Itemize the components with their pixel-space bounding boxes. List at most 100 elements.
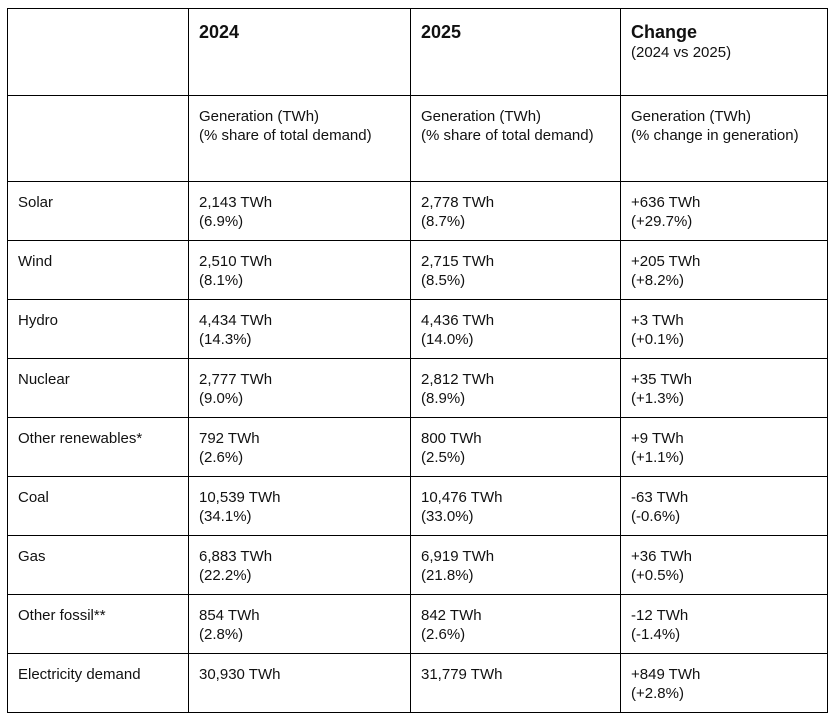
data-row: Other renewables* 792 TWh (2.6%) 800 TWh (2.… xyxy=(7,417,828,477)
row-label: Gas xyxy=(18,548,46,565)
value-cell: 6,883 TWh (22.2%) xyxy=(188,535,411,595)
row-label: Nuclear xyxy=(18,371,70,388)
value-cell: 2,715 TWh (8.5%) xyxy=(410,240,621,300)
value-cell: +849 TWh (+2.8%) xyxy=(620,653,828,713)
header-cell: Change (2024 vs 2025) xyxy=(620,8,828,96)
row-label: Other renewables* xyxy=(18,430,143,447)
subheader-text: Generation (TWh) xyxy=(631,108,752,125)
cell-text: (22.2%) xyxy=(199,567,252,584)
row-label-cell: Coal xyxy=(7,476,189,536)
cell-text: +35 TWh xyxy=(631,371,693,388)
value-cell: -12 TWh (-1.4%) xyxy=(620,594,828,654)
header-title: 2024 xyxy=(199,22,240,42)
value-cell: 854 TWh (2.8%) xyxy=(188,594,411,654)
cell-text: 4,434 TWh xyxy=(199,312,273,329)
cell-text: (9.0%) xyxy=(199,390,244,407)
data-row: Wind 2,510 TWh (8.1%) 2,715 TWh (8.5%) +205 T… xyxy=(7,240,828,300)
cell-text: +9 TWh xyxy=(631,430,684,447)
cell-text: (+1.3%) xyxy=(631,390,684,407)
cell-text: (8.7%) xyxy=(421,213,466,230)
cell-text: (+0.5%) xyxy=(631,567,684,584)
cell-text: (14.3%) xyxy=(199,331,252,348)
cell-text: 2,777 TWh xyxy=(199,371,273,388)
data-row: Electricity demand 30,930 TWh 31,779 TWh +8… xyxy=(7,653,828,713)
cell-text: 842 TWh xyxy=(421,607,482,624)
cell-text: (+8.2%) xyxy=(631,272,684,289)
value-cell: 800 TWh (2.5%) xyxy=(410,417,621,477)
data-row: Gas 6,883 TWh (22.2%) 6,919 TWh (21.8%) +36 T… xyxy=(7,535,828,595)
data-row: Nuclear 2,777 TWh (9.0%) 2,812 TWh (8.9%) +35… xyxy=(7,358,828,418)
value-cell: 30,930 TWh xyxy=(188,653,411,713)
cell-text: 30,930 TWh xyxy=(199,666,281,683)
header-cell: 2024 xyxy=(188,8,411,96)
value-cell: 4,434 TWh (14.3%) xyxy=(188,299,411,359)
row-label-cell: Other fossil** xyxy=(7,594,189,654)
subheader-text: (% change in generation) xyxy=(631,127,799,144)
value-cell: 2,510 TWh (8.1%) xyxy=(188,240,411,300)
value-cell: 10,476 TWh (33.0%) xyxy=(410,476,621,536)
row-label-cell: Nuclear xyxy=(7,358,189,418)
value-cell: 792 TWh (2.6%) xyxy=(188,417,411,477)
cell-text: (+0.1%) xyxy=(631,331,684,348)
row-label: Solar xyxy=(18,194,54,211)
cell-text: (8.5%) xyxy=(421,272,466,289)
cell-text: (34.1%) xyxy=(199,508,252,525)
header-cell: 2025 xyxy=(410,8,621,96)
value-cell: 4,436 TWh (14.0%) xyxy=(410,299,621,359)
cell-text: +849 TWh xyxy=(631,666,701,683)
cell-text: 2,778 TWh xyxy=(421,194,495,211)
value-cell: 2,777 TWh (9.0%) xyxy=(188,358,411,418)
cell-text: (+2.8%) xyxy=(631,685,684,702)
cell-text: (+29.7%) xyxy=(631,213,693,230)
subheader-cell: Generation (TWh) (% change in generation) xyxy=(620,95,828,182)
cell-text: 2,715 TWh xyxy=(421,253,495,270)
cell-text: 10,476 TWh xyxy=(421,489,503,506)
value-cell: +36 TWh (+0.5%) xyxy=(620,535,828,595)
value-cell: 842 TWh (2.6%) xyxy=(410,594,621,654)
row-label: Other fossil** xyxy=(18,607,106,624)
cell-text: (6.9%) xyxy=(199,213,244,230)
subheader-text: (% share of total demand) xyxy=(199,127,372,144)
header-row: 2024 2025 Change (2024 vs 2025) xyxy=(7,8,828,96)
empty-cell xyxy=(7,8,189,96)
value-cell: +636 TWh (+29.7%) xyxy=(620,181,828,241)
data-table: 2024 2025 Change (2024 vs 2025) Generation (… xyxy=(7,8,828,713)
value-cell: +3 TWh (+0.1%) xyxy=(620,299,828,359)
cell-text: -12 TWh xyxy=(631,607,689,624)
value-cell: +9 TWh (+1.1%) xyxy=(620,417,828,477)
value-cell: 2,778 TWh (8.7%) xyxy=(410,181,621,241)
cell-text: 2,143 TWh xyxy=(199,194,273,211)
data-row: Coal 10,539 TWh (34.1%) 10,476 TWh (33.0%) -6… xyxy=(7,476,828,536)
subheader-text: Generation (TWh) xyxy=(199,108,320,125)
cell-text: 6,919 TWh xyxy=(421,548,495,565)
row-label: Wind xyxy=(18,253,53,270)
cell-text: 2,812 TWh xyxy=(421,371,495,388)
cell-text: 6,883 TWh xyxy=(199,548,273,565)
cell-text: +36 TWh xyxy=(631,548,693,565)
row-label-cell: Hydro xyxy=(7,299,189,359)
value-cell: 2,812 TWh (8.9%) xyxy=(410,358,621,418)
subheader-cell: Generation (TWh) (% share of total demand… xyxy=(188,95,411,182)
cell-text: 800 TWh xyxy=(421,430,482,447)
value-cell: 2,143 TWh (6.9%) xyxy=(188,181,411,241)
cell-text: (2.6%) xyxy=(421,626,466,643)
cell-text: 31,779 TWh xyxy=(421,666,503,683)
row-label-cell: Wind xyxy=(7,240,189,300)
subheader-row: Generation (TWh) (% share of total demand… xyxy=(7,95,828,182)
cell-text: (8.1%) xyxy=(199,272,244,289)
cell-text: (14.0%) xyxy=(421,331,474,348)
value-cell: +35 TWh (+1.3%) xyxy=(620,358,828,418)
cell-text: 2,510 TWh xyxy=(199,253,273,270)
row-label: Electricity demand xyxy=(18,666,141,683)
table-wrap: 2024 2025 Change (2024 vs 2025) Generation (… xyxy=(7,8,828,713)
data-row: Hydro 4,434 TWh (14.3%) 4,436 TWh (14.0%) +3 … xyxy=(7,299,828,359)
value-cell: 31,779 TWh xyxy=(410,653,621,713)
cell-text: 854 TWh xyxy=(199,607,260,624)
cell-text: +3 TWh xyxy=(631,312,684,329)
value-cell: +205 TWh (+8.2%) xyxy=(620,240,828,300)
row-label-cell: Gas xyxy=(7,535,189,595)
row-label-cell: Other renewables* xyxy=(7,417,189,477)
cell-text: (2.8%) xyxy=(199,626,244,643)
data-row: Other fossil** 854 TWh (2.8%) 842 TWh (2.6%)… xyxy=(7,594,828,654)
